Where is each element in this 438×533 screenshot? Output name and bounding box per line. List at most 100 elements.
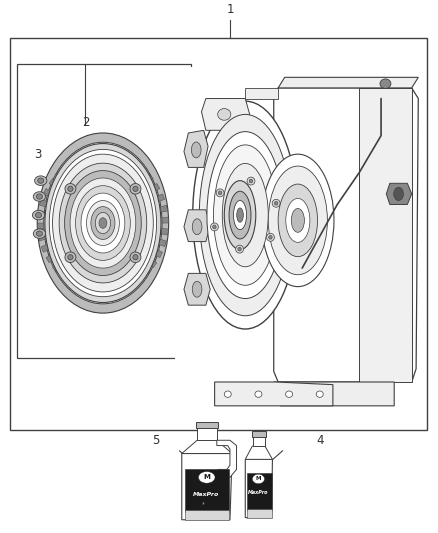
Polygon shape: [184, 273, 210, 305]
Text: MaxPro: MaxPro: [193, 492, 219, 497]
Bar: [247, 473, 272, 510]
Ellipse shape: [45, 143, 161, 303]
Polygon shape: [37, 223, 44, 229]
Ellipse shape: [37, 133, 169, 313]
Text: MaxPro: MaxPro: [248, 490, 268, 495]
Polygon shape: [141, 267, 149, 276]
Ellipse shape: [75, 185, 131, 261]
Polygon shape: [108, 154, 114, 161]
Ellipse shape: [286, 391, 293, 398]
Polygon shape: [65, 163, 74, 172]
Ellipse shape: [133, 186, 138, 191]
Polygon shape: [278, 77, 418, 88]
Polygon shape: [160, 205, 168, 212]
Text: 2: 2: [81, 116, 89, 129]
Polygon shape: [38, 234, 46, 241]
Ellipse shape: [380, 79, 391, 88]
Ellipse shape: [33, 229, 46, 238]
Polygon shape: [217, 440, 237, 478]
Ellipse shape: [86, 200, 119, 246]
Ellipse shape: [237, 208, 244, 222]
Polygon shape: [75, 158, 83, 167]
Polygon shape: [128, 160, 136, 169]
Ellipse shape: [247, 177, 255, 185]
Ellipse shape: [252, 474, 265, 484]
Polygon shape: [49, 179, 58, 187]
Ellipse shape: [191, 142, 201, 158]
Ellipse shape: [192, 281, 202, 297]
Ellipse shape: [59, 163, 147, 283]
Polygon shape: [57, 170, 65, 179]
Ellipse shape: [49, 149, 156, 297]
Ellipse shape: [193, 101, 298, 329]
Bar: [196, 422, 218, 428]
Ellipse shape: [268, 166, 328, 274]
Polygon shape: [161, 229, 168, 235]
Polygon shape: [386, 183, 412, 205]
Polygon shape: [184, 130, 208, 167]
Polygon shape: [274, 88, 418, 382]
Ellipse shape: [316, 391, 323, 398]
Ellipse shape: [274, 201, 278, 205]
Ellipse shape: [32, 211, 45, 220]
Ellipse shape: [211, 223, 219, 231]
Polygon shape: [156, 194, 165, 202]
Ellipse shape: [233, 200, 247, 230]
Ellipse shape: [36, 194, 42, 199]
Ellipse shape: [249, 179, 253, 183]
Bar: [17, 64, 191, 358]
Polygon shape: [39, 199, 47, 207]
Ellipse shape: [214, 145, 277, 285]
Bar: [197, 427, 217, 440]
Ellipse shape: [70, 178, 136, 268]
Ellipse shape: [216, 189, 224, 197]
Text: $\mathregular{^{\circledR}}$: $\mathregular{^{\circledR}}$: [201, 502, 206, 507]
Ellipse shape: [68, 186, 73, 191]
Ellipse shape: [91, 207, 115, 239]
Ellipse shape: [218, 109, 231, 120]
Bar: [253, 435, 265, 446]
Polygon shape: [148, 259, 157, 268]
Polygon shape: [175, 67, 420, 414]
Ellipse shape: [213, 225, 216, 229]
Ellipse shape: [224, 181, 256, 249]
Bar: [247, 509, 272, 518]
Ellipse shape: [236, 245, 244, 253]
Ellipse shape: [219, 191, 222, 195]
Ellipse shape: [130, 252, 141, 263]
Ellipse shape: [35, 213, 42, 218]
Ellipse shape: [53, 154, 153, 292]
Polygon shape: [152, 183, 160, 192]
Polygon shape: [245, 446, 272, 459]
Polygon shape: [41, 244, 49, 252]
Polygon shape: [215, 382, 333, 406]
Ellipse shape: [394, 187, 403, 200]
Ellipse shape: [207, 132, 284, 298]
Ellipse shape: [95, 213, 110, 233]
Ellipse shape: [65, 252, 76, 263]
Ellipse shape: [35, 176, 47, 185]
Bar: [185, 510, 229, 520]
Polygon shape: [103, 285, 109, 292]
Ellipse shape: [238, 247, 241, 251]
Ellipse shape: [65, 183, 76, 194]
Polygon shape: [113, 283, 120, 291]
Polygon shape: [81, 281, 88, 290]
Polygon shape: [184, 210, 210, 241]
Polygon shape: [154, 249, 162, 257]
Ellipse shape: [272, 199, 280, 207]
Ellipse shape: [64, 171, 141, 276]
Text: 1: 1: [226, 3, 234, 16]
Ellipse shape: [33, 192, 46, 201]
Text: 4: 4: [316, 434, 324, 447]
Ellipse shape: [291, 208, 304, 232]
Polygon shape: [201, 99, 250, 130]
Text: 3: 3: [35, 148, 42, 160]
Ellipse shape: [36, 231, 42, 236]
Polygon shape: [86, 155, 93, 163]
Polygon shape: [43, 189, 52, 197]
Ellipse shape: [44, 142, 162, 304]
Ellipse shape: [268, 236, 272, 239]
Ellipse shape: [38, 178, 44, 183]
Ellipse shape: [229, 191, 251, 239]
